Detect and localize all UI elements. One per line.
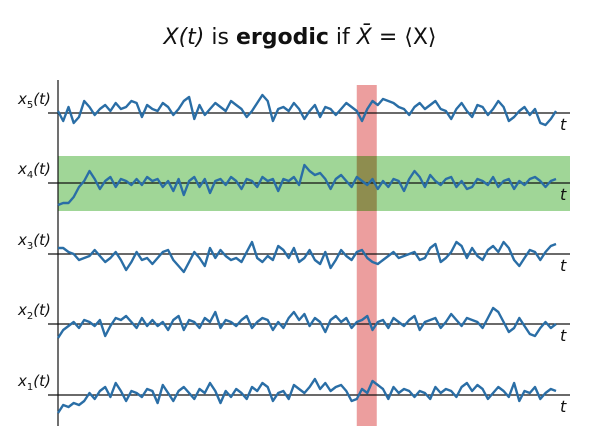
signal-trace-row-4: [57, 163, 557, 207]
signal-rows: x5(t) t x4(t) t x3(t) t x2(t) t x1(t) t: [17, 90, 570, 416]
time-label-row-5: t: [560, 115, 567, 134]
title-prefix: X(t): [163, 25, 205, 50]
title-if-text: if: [329, 25, 357, 50]
row-label-1: x1(t): [17, 372, 51, 393]
row-label-4: x4(t): [17, 160, 51, 181]
signal-trace-row-2: [56, 306, 557, 339]
row-label-2: x2(t): [17, 301, 51, 322]
title-is-text: is: [204, 25, 236, 50]
time-label-row-1: t: [560, 397, 567, 416]
title-bold-word: ergodic: [236, 25, 329, 50]
title-rhs: ⟨X⟩: [404, 25, 436, 50]
time-label-row-4: t: [560, 185, 567, 204]
signal-trace-row-5: [56, 93, 558, 127]
signal-trace-row-3: [58, 240, 557, 274]
signal-row-4: x4(t) t: [17, 160, 570, 207]
time-label-row-3: t: [560, 256, 567, 275]
row-label-3: x3(t): [17, 231, 51, 252]
signal-row-2: x2(t) t: [17, 301, 570, 345]
signal-row-3: x3(t) t: [17, 231, 570, 275]
title-lhs: X̄: [356, 24, 373, 50]
time-label-row-2: t: [560, 326, 567, 345]
diagram-title: X(t) is ergodic if X̄ = ⟨X⟩: [163, 24, 437, 50]
signal-row-1: x1(t) t: [17, 372, 570, 416]
row-label-5: x5(t): [17, 90, 51, 111]
title-equals: =: [372, 25, 404, 50]
signal-row-5: x5(t) t: [17, 90, 570, 134]
signal-trace-row-1: [56, 377, 557, 414]
